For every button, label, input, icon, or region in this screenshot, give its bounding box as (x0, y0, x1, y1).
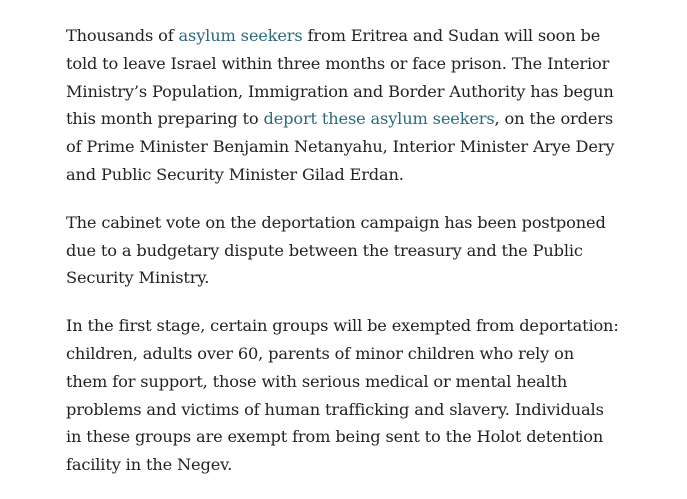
article-paragraph: The cabinet vote on the deportation camp… (66, 209, 666, 292)
text-line: In the first stage, certain groups will … (66, 312, 666, 340)
article-body: Thousands of asylum seekers from Eritrea… (66, 22, 666, 499)
text-line: them for support, those with serious med… (66, 368, 666, 396)
text-segment: Security Ministry. (66, 268, 210, 288)
article-paragraph: In the first stage, certain groups will … (66, 312, 666, 479)
text-segment: The cabinet vote on the deportation camp… (66, 212, 606, 232)
text-segment: Thousands of (66, 26, 179, 45)
text-segment: children, adults over 60, parents of min… (66, 343, 575, 363)
text-line: problems and victims of human traffickin… (66, 396, 666, 424)
text-segment: and Public Security Minister Gilad Erdan… (66, 164, 404, 184)
text-segment: told to leave Israel within three months… (66, 53, 610, 73)
text-segment: this month preparing to (66, 109, 264, 129)
text-line: Ministry’s Population, Immigration and B… (66, 78, 666, 106)
text-line: The cabinet vote on the deportation camp… (66, 209, 666, 237)
text-line: Security Ministry. (66, 264, 666, 292)
text-segment: due to a budgetary dispute between the t… (66, 240, 583, 260)
text-line: due to a budgetary dispute between the t… (66, 237, 666, 265)
text-line: facility in the Negev. (66, 451, 666, 479)
text-line: told to leave Israel within three months… (66, 50, 666, 78)
text-segment: , on the orders (494, 109, 614, 129)
article-paragraph: Thousands of asylum seekers from Eritrea… (66, 22, 666, 189)
text-segment: problems and victims of human traffickin… (66, 399, 604, 419)
text-segment: them for support, those with serious med… (66, 371, 568, 391)
text-line: in these groups are exempt from being se… (66, 423, 666, 451)
text-segment: facility in the Negev. (66, 455, 233, 475)
text-line: Thousands of asylum seekers from Eritrea… (66, 22, 666, 50)
text-line: children, adults over 60, parents of min… (66, 340, 666, 368)
text-line: this month preparing to deport these asy… (66, 105, 666, 133)
inline-link[interactable]: deport these asylum seekers (263, 109, 495, 129)
text-segment: of Prime Minister Benjamin Netanyahu, In… (66, 137, 615, 157)
text-segment: In the first stage, certain groups will … (66, 316, 619, 336)
text-segment: Ministry’s Population, Immigration and B… (66, 81, 614, 101)
text-line: of Prime Minister Benjamin Netanyahu, In… (66, 133, 666, 161)
inline-link[interactable]: asylum seekers (178, 26, 303, 45)
text-segment: from Eritrea and Sudan will soon be (302, 26, 601, 45)
text-line: and Public Security Minister Gilad Erdan… (66, 161, 666, 189)
text-segment: in these groups are exempt from being se… (66, 427, 604, 447)
